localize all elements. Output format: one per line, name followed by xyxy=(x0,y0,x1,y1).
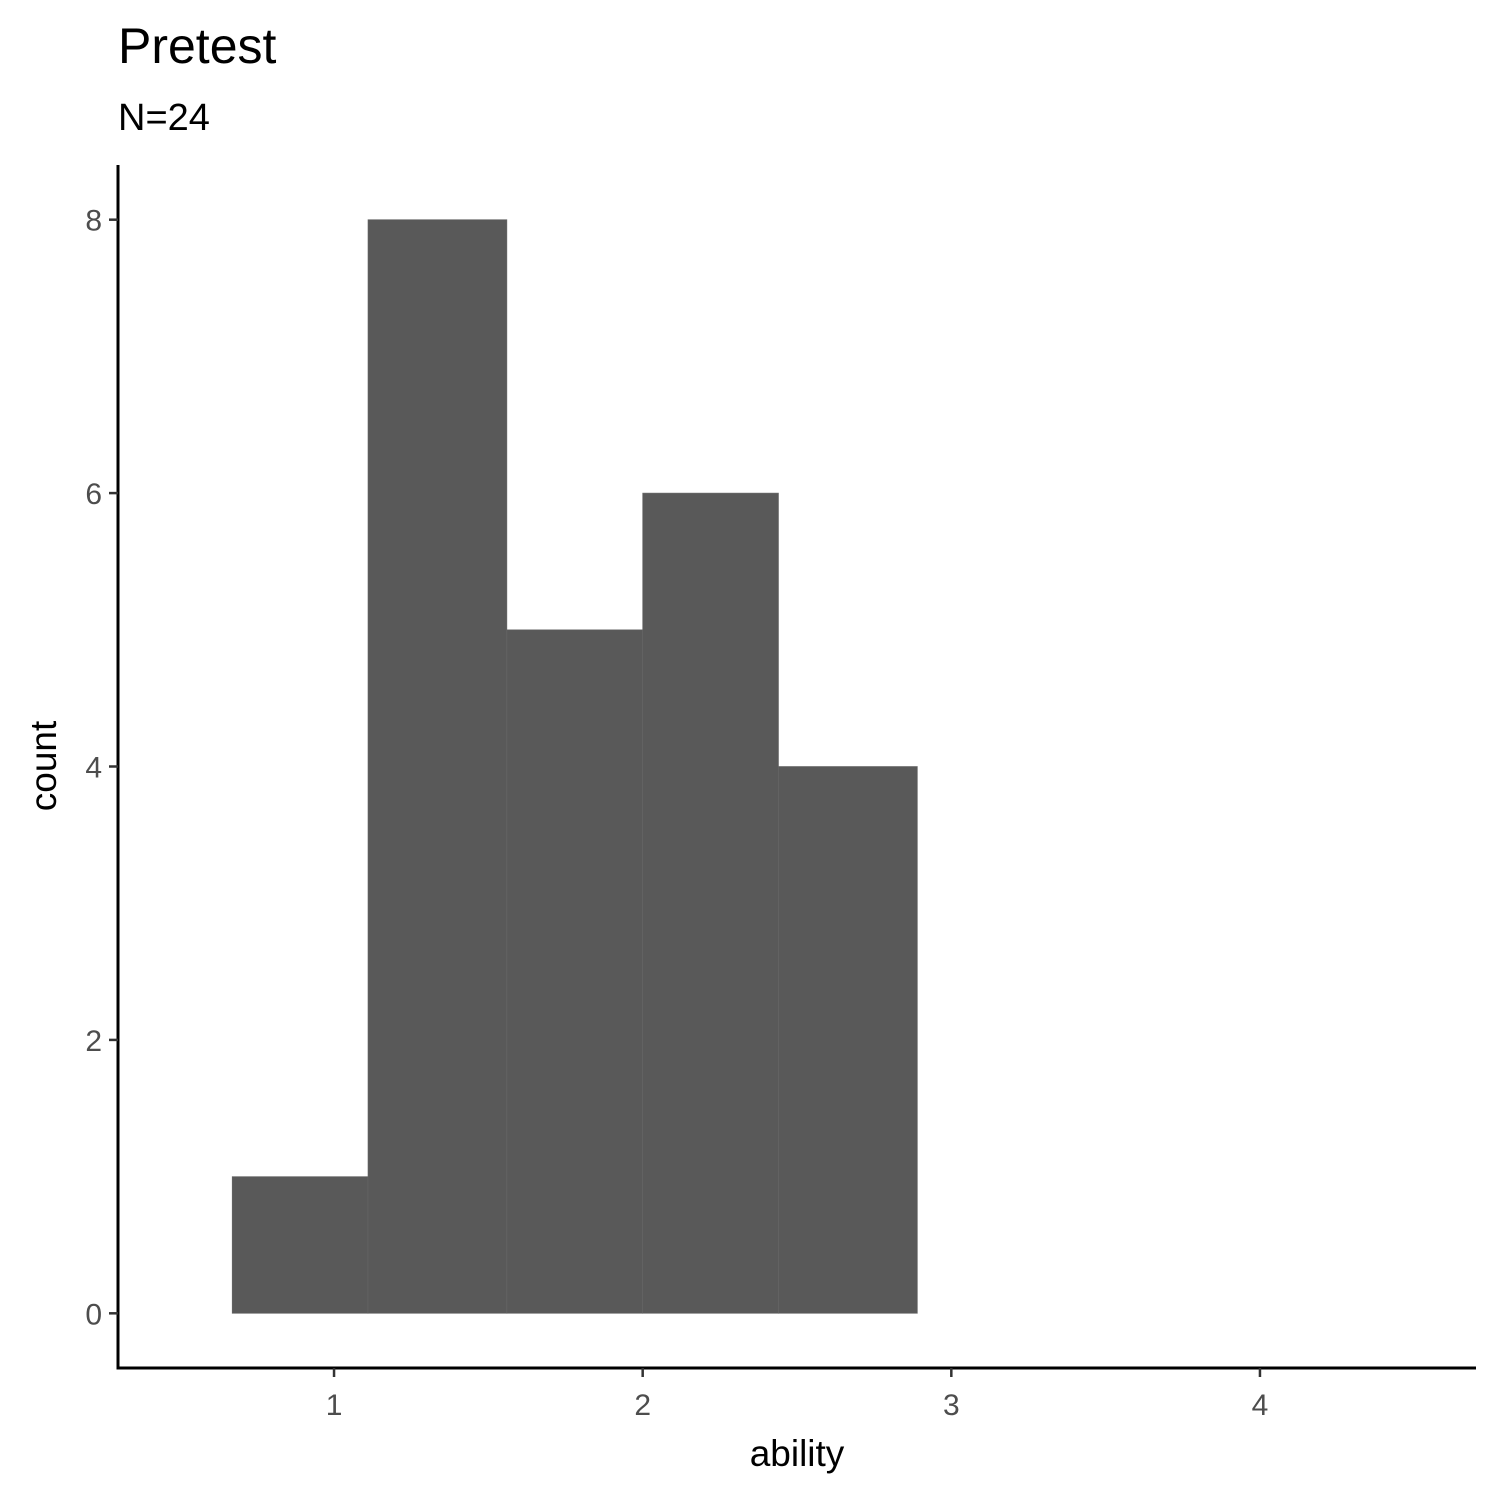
histogram-bar-5 xyxy=(778,766,918,1314)
chart-subtitle: N=24 xyxy=(118,97,210,139)
x-tick-label: 1 xyxy=(326,1389,343,1422)
x-tick-label: 2 xyxy=(634,1389,651,1422)
x-tick-label: 3 xyxy=(943,1389,960,1422)
histogram-bars xyxy=(231,219,918,1314)
histogram-bar-4 xyxy=(642,492,779,1314)
y-axis: 0 2 4 6 8 xyxy=(85,165,120,1370)
histogram-bar-3 xyxy=(506,629,643,1314)
histogram-bar-2 xyxy=(367,219,508,1314)
y-tick-label: 8 xyxy=(85,205,102,238)
x-axis-title: ability xyxy=(750,1433,845,1474)
x-axis: 1 2 3 4 xyxy=(116,1366,1476,1422)
y-tick-label: 0 xyxy=(85,1298,102,1331)
x-tick-label: 4 xyxy=(1252,1389,1269,1422)
chart-title: Pretest xyxy=(118,18,277,74)
y-tick-label: 4 xyxy=(85,752,102,785)
y-tick-label: 6 xyxy=(85,478,102,511)
y-tick-label: 2 xyxy=(85,1025,102,1058)
y-axis-title: count xyxy=(23,720,64,811)
histogram-bar-1 xyxy=(231,1176,369,1314)
